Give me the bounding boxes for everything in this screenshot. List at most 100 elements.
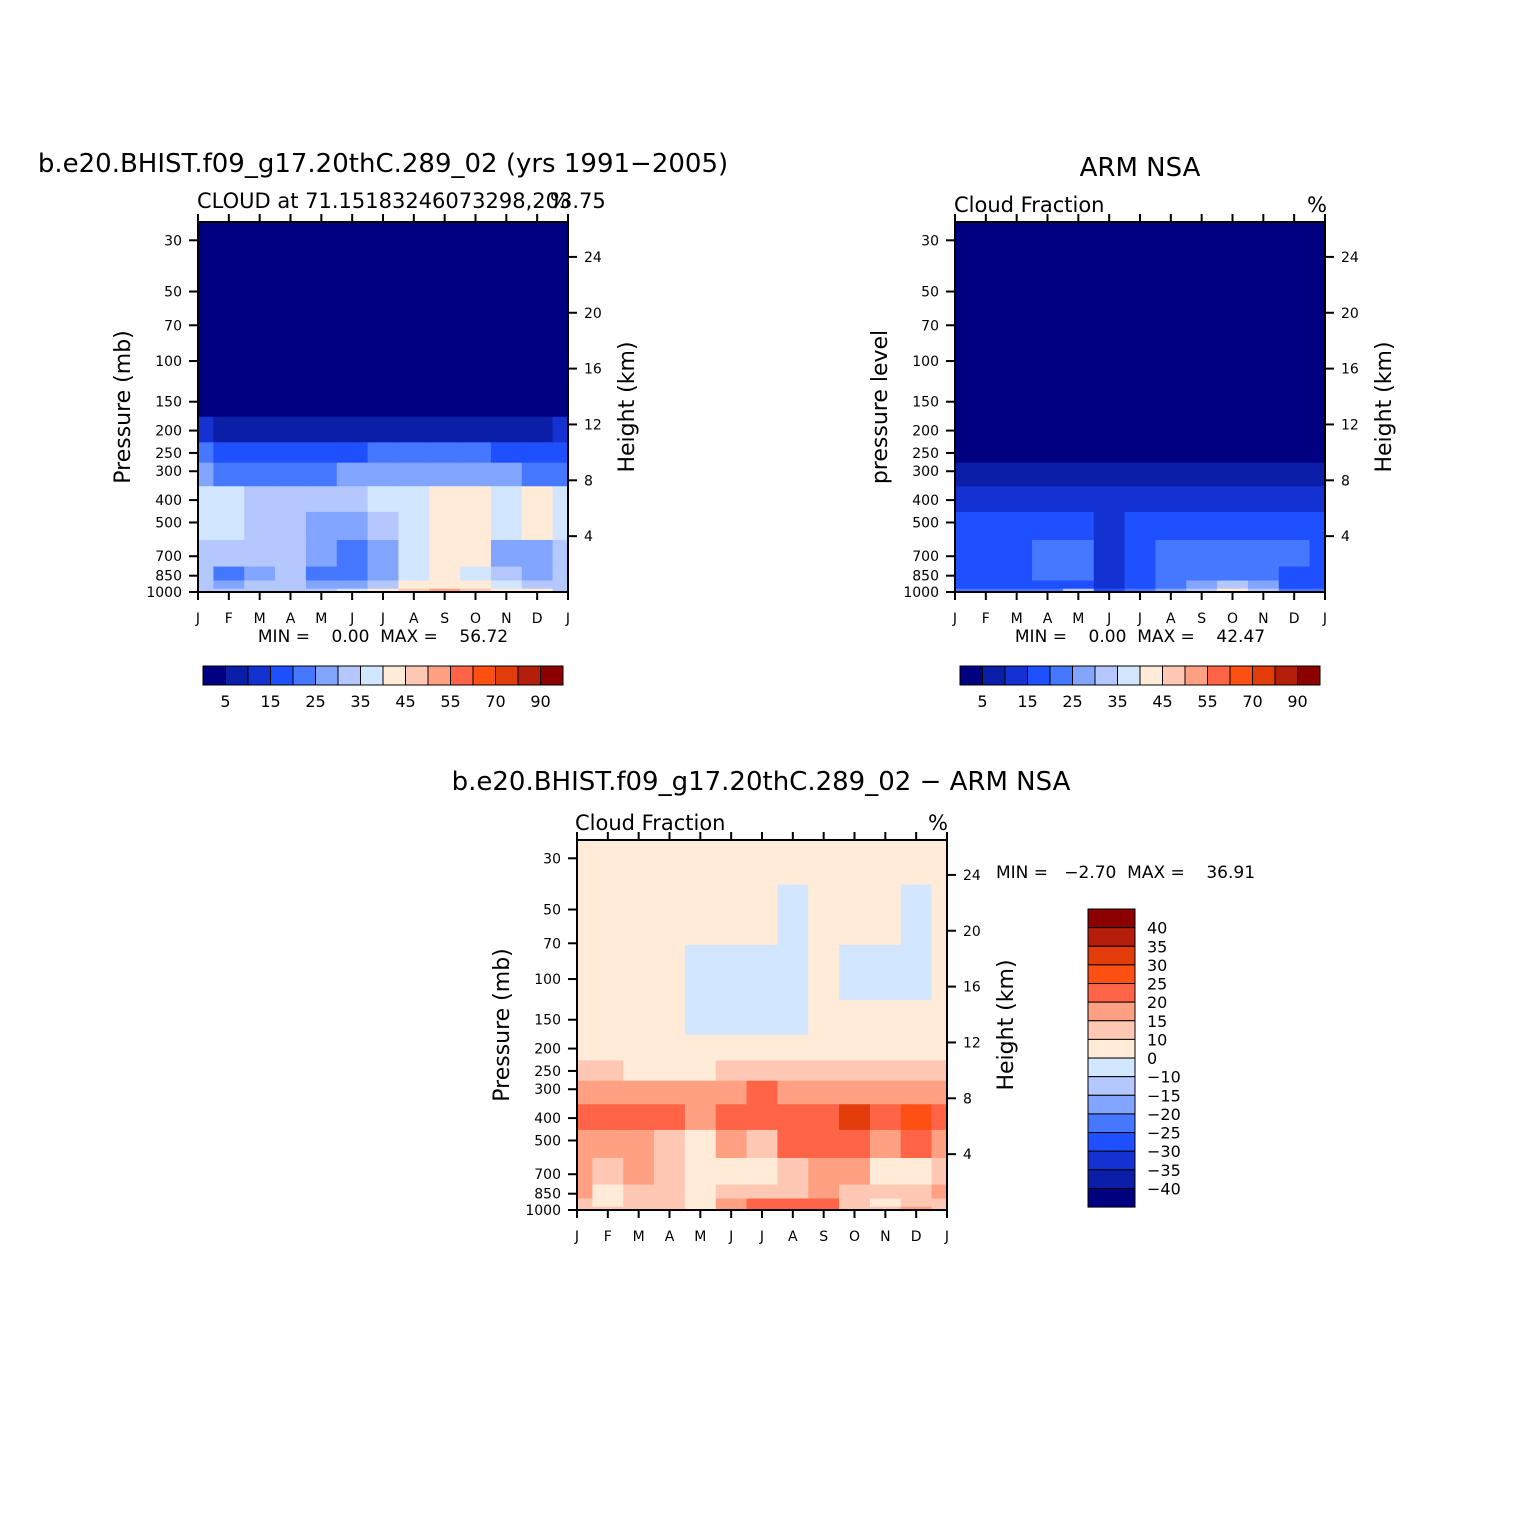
- heatmap-cell: [839, 1059, 871, 1081]
- panel-diff-unit: %: [928, 811, 948, 835]
- colorbar-label: 20: [1147, 993, 1167, 1012]
- heatmap-cell: [577, 1080, 594, 1105]
- heatmap-cell: [654, 1129, 686, 1158]
- pressure-tick-label: 250: [155, 446, 182, 462]
- panel-obs-title: ARM NSA: [1080, 153, 1201, 183]
- heatmap-cell: [839, 999, 871, 1035]
- heatmap-cell: [869, 1080, 902, 1105]
- heatmap-cell: [460, 381, 492, 417]
- heatmap-cell: [1155, 588, 1187, 593]
- heatmap-cell: [490, 485, 523, 512]
- heatmap-cell: [1001, 381, 1033, 417]
- heatmap-cell: [970, 441, 1002, 463]
- heatmap-cell: [1124, 222, 1157, 267]
- heatmap-cell: [592, 1059, 624, 1081]
- heatmap-cell: [931, 883, 948, 945]
- heatmap-cell: [244, 265, 276, 327]
- heatmap-cell: [1093, 539, 1126, 567]
- heatmap-cell: [460, 265, 492, 327]
- heatmap-cell: [1217, 588, 1249, 593]
- heatmap-cell: [1217, 565, 1249, 581]
- pressure-tick-label: 1000: [903, 585, 939, 601]
- heatmap-cell: [592, 1034, 624, 1061]
- heatmap-cell: [275, 579, 307, 589]
- heatmap-cell: [367, 511, 400, 540]
- month-tick-label: M: [315, 611, 327, 627]
- heatmap-cell: [336, 222, 369, 267]
- pressure-tick-label: 50: [164, 285, 182, 301]
- heatmap-cell: [213, 539, 245, 567]
- heatmap-cell: [900, 840, 933, 885]
- heatmap-cell: [1001, 326, 1033, 382]
- heatmap-cell: [213, 579, 245, 589]
- month-tick-label: N: [501, 611, 511, 627]
- heatmap-cell: [244, 416, 276, 443]
- heatmap-cell: [577, 1059, 594, 1081]
- heatmap-cell: [654, 1080, 686, 1105]
- panel-obs-ylabel-right: Height (km): [1372, 341, 1397, 472]
- colorbar-swatch: [1087, 908, 1136, 929]
- heatmap-cell: [777, 1129, 809, 1158]
- heatmap-cell: [869, 999, 902, 1035]
- heatmap-cell: [808, 840, 840, 885]
- heatmap-cell: [1217, 485, 1249, 512]
- heatmap-cell: [490, 539, 523, 567]
- heatmap-cell: [777, 1059, 809, 1081]
- heatmap-cell: [1062, 381, 1095, 417]
- heatmap-cell: [1278, 441, 1311, 463]
- heatmap-cell: [275, 265, 307, 327]
- heatmap-cell: [577, 1103, 594, 1130]
- heatmap-cell: [900, 1157, 933, 1185]
- heatmap-cell: [1309, 579, 1326, 589]
- heatmap-cell: [1278, 416, 1311, 443]
- heatmap-cell: [398, 416, 430, 443]
- heatmap-cell: [684, 999, 717, 1035]
- colorbar-swatch: [1087, 1057, 1136, 1078]
- heatmap-cell: [684, 1157, 717, 1185]
- heatmap-cell: [1278, 579, 1311, 589]
- heatmap-cell: [1124, 441, 1157, 463]
- heatmap-cell: [1124, 579, 1157, 589]
- heatmap-cell: [1062, 326, 1095, 382]
- heatmap-cell: [1309, 326, 1326, 382]
- heatmap-cell: [684, 883, 717, 945]
- heatmap-cell: [577, 1157, 594, 1185]
- pressure-tick-label: 50: [543, 903, 561, 919]
- colorbar-swatch: [540, 665, 564, 686]
- heatmap-cell: [900, 1129, 933, 1158]
- heatmap-cell: [931, 1034, 948, 1061]
- pressure-tick-label: 400: [534, 1111, 561, 1127]
- heatmap-cell: [839, 1129, 871, 1158]
- heatmap-cell: [460, 222, 492, 267]
- heatmap-cell: [336, 462, 369, 487]
- heatmap-cell: [931, 1206, 948, 1211]
- heatmap-cell: [623, 1129, 655, 1158]
- pressure-tick-label: 70: [921, 318, 939, 334]
- pressure-tick-label: 50: [921, 285, 939, 301]
- heatmap-cell: [336, 441, 369, 463]
- heatmap-cell: [1278, 462, 1311, 487]
- heatmap-cell: [715, 999, 748, 1035]
- heatmap-cell: [1278, 222, 1311, 267]
- pressure-tick-label: 250: [912, 446, 939, 462]
- pressure-tick-label: 500: [912, 515, 939, 531]
- panel-obs-plot: [955, 222, 1326, 593]
- panel-model-unit: %: [550, 189, 570, 213]
- heatmap-cell: [970, 462, 1002, 487]
- heatmap-cell: [931, 999, 948, 1035]
- panel-model-height-ticks: 24 20 16 12 8 4: [568, 250, 602, 545]
- colorbar-swatch: [427, 665, 451, 686]
- heatmap-cell: [1062, 565, 1095, 581]
- heatmap-cell: [931, 1080, 948, 1105]
- colorbar-swatch: [1087, 945, 1136, 966]
- heatmap-cell: [336, 565, 369, 581]
- heatmap-cell: [577, 1197, 594, 1207]
- month-tick-label: A: [409, 611, 419, 627]
- heatmap-cell: [623, 1197, 655, 1207]
- heatmap-cell: [521, 579, 554, 589]
